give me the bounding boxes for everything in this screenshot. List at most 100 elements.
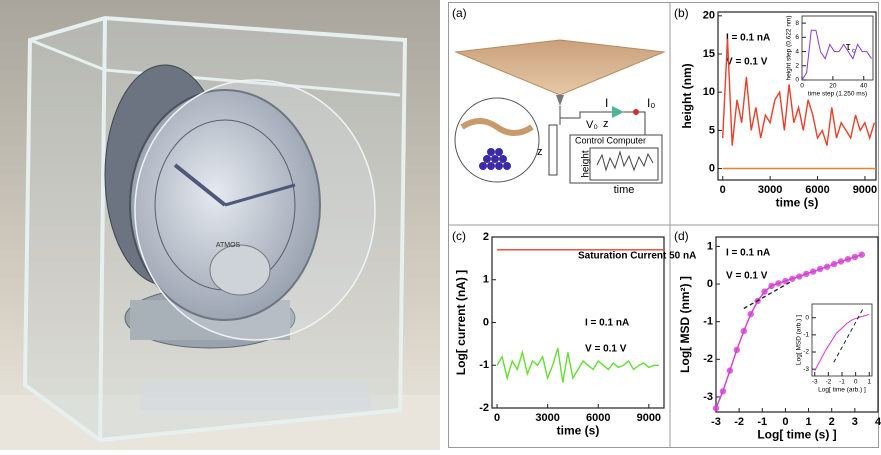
x-tick-label: 0 [854,379,858,386]
bias-label: V₀ [586,119,598,131]
x-tick-label: 40 [860,83,868,90]
glass-edge [98,17,107,441]
wire [560,111,646,135]
x-tick-label: 3000 [758,184,782,196]
y-tick-label: -3 [703,391,713,403]
annotation: c [852,49,855,55]
series-line [722,38,876,146]
data-point [719,388,727,395]
height-trace-sketch [596,150,654,172]
y-tick-label: 0 [707,278,713,290]
x-tick-label: -3 [711,416,721,428]
data-point [858,251,865,258]
y-tick-label: 1 [707,240,713,252]
data-point [726,367,734,374]
series-line [715,254,863,409]
y-axis-label: Log[ current (nA) ] [454,270,468,375]
panel-frames [448,2,879,448]
x-tick-label: 20 [829,83,837,90]
annotation: τ [846,41,851,53]
y-axis-label: Log[ MSD (nm²) ] [678,276,692,373]
data-point [803,270,810,278]
y-axis-label: height step (0.622 nm) [786,15,793,80]
data-point [837,258,845,265]
data-point [844,256,852,263]
monitor-ylabel: height [581,150,592,177]
panel-label: (a) [452,6,467,20]
series-line [496,347,659,383]
annotation: V = 0.1 V [585,344,627,355]
x-tick-label: 6000 [586,412,610,424]
x-tick-label: 0 [720,184,726,196]
current-label: I [605,96,608,110]
y-tick-label: 15 [703,48,715,60]
computer-label: Control Computer [575,135,646,145]
chart: 0 20 40 0 2 4 6 8 time step (1.250 ms) height ste… [786,15,874,97]
moon-dial [209,244,271,296]
y-tick-label: 0 [805,314,809,321]
x-tick-label: 0 [494,412,500,424]
series-line [833,307,865,363]
data-point [796,273,803,280]
y-tick-label: -1 [479,359,489,371]
atom-cluster [479,148,511,170]
stm-tip [556,95,564,106]
y-tick-label: -1 [703,316,713,328]
x-tick-label: 2 [829,416,835,428]
x-tick-label: 1 [867,379,871,386]
x-axis-label: time step (1.250 ms) [808,90,867,97]
x-tick-label: 1 [806,416,812,428]
data-point [733,346,741,354]
pendulum-disc [134,79,376,341]
piezo [548,124,558,176]
data-point [761,288,768,295]
x-tick-label: -1 [839,379,845,386]
glass-base [140,380,370,410]
y-tick-label: 4 [795,48,799,55]
node [633,109,639,115]
y-tick-label: 0 [795,77,799,84]
setpoint-label: I₀ [647,96,655,110]
data-point [816,265,824,273]
annotation: V = 0.1 V [726,271,768,282]
x-tick-label: 9000 [853,184,877,196]
y-tick-label: 0 [709,162,715,174]
x-tick-label: -1 [757,416,767,428]
amplifier [612,106,624,118]
y-tick-label: 5 [709,124,715,136]
x-tick-label: 0 [782,416,788,428]
y-axis-label: Log[ MSD (arb.) ] [796,315,803,365]
panel-label: (c) [452,229,466,243]
monitor-xlabel: time [614,184,635,196]
monitor [589,147,659,181]
annotation: I = 0.1 nA [585,318,629,329]
plot-area [491,236,665,409]
panel-label: (b) [674,6,689,20]
data-point [747,310,754,318]
x-tick-label: -2 [825,379,831,386]
y-tick-label: 10 [703,86,715,98]
panel-label: (d) [674,229,689,243]
y-tick-label: 2 [795,62,799,69]
x-tick-label: 3 [852,416,858,428]
data-point [789,275,796,282]
y-tick-label: 6 [795,34,799,41]
atom-surface [454,39,666,96]
series-line [743,281,791,310]
x-tick-label: -3 [812,379,818,386]
clock-hand [173,163,227,207]
data-point [810,268,817,275]
y-tick-label: -2 [703,353,713,365]
y-tick-label: -2 [479,402,489,414]
data-point [740,327,747,335]
annotation: V = 0.1 V [726,57,768,68]
plot-area [801,15,874,81]
y-tick-label: -3 [803,366,809,373]
x-tick-label: 6000 [805,184,829,196]
annotation: I = 0.1 nA [726,248,770,259]
y-tick-label: 1 [483,274,489,286]
